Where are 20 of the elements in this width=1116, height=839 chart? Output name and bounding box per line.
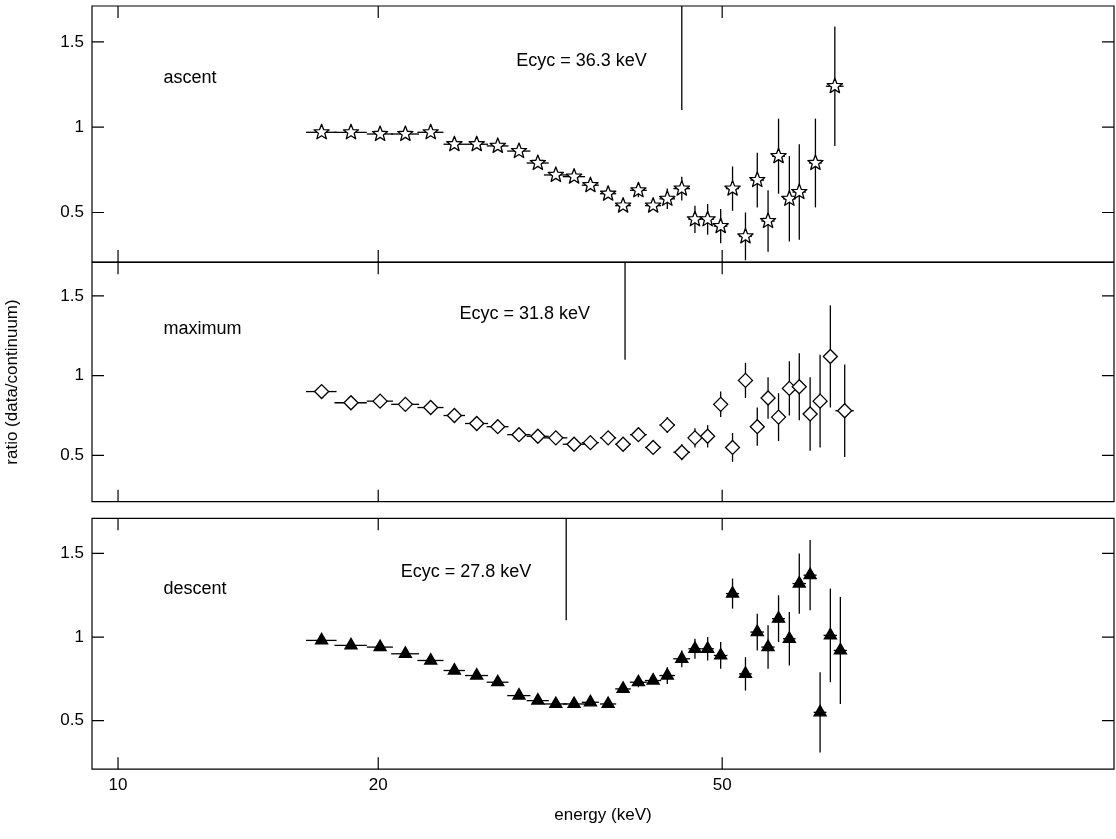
y-tick-label: 1 bbox=[74, 626, 84, 646]
y-tick-label: 1.5 bbox=[60, 31, 84, 51]
y-tick-label: 1.5 bbox=[60, 542, 84, 562]
y-tick-label: 0.5 bbox=[60, 444, 84, 464]
annotation: Ecyc = 36.3 keV bbox=[516, 50, 647, 71]
annotation: descent bbox=[163, 577, 227, 598]
x-tick-label: 20 bbox=[368, 774, 388, 794]
y-tick-label: 0.5 bbox=[60, 202, 84, 222]
y-tick-label: 1 bbox=[74, 364, 84, 384]
annotation: Ecyc = 27.8 keV bbox=[400, 560, 532, 581]
y-tick-label: 1.5 bbox=[60, 285, 84, 305]
y-tick-label: 1 bbox=[74, 116, 84, 136]
x-tick-label: 10 bbox=[108, 774, 128, 794]
y-axis-title: ratio (data/continuum) bbox=[1, 299, 21, 465]
x-axis-title: energy (keV) bbox=[554, 805, 652, 825]
annotation: maximum bbox=[163, 317, 242, 338]
annotation: Ecyc = 31.8 keV bbox=[459, 302, 591, 323]
x-tick-label: 50 bbox=[712, 774, 732, 794]
y-tick-label: 0.5 bbox=[60, 710, 84, 730]
annotation: ascent bbox=[163, 66, 217, 87]
